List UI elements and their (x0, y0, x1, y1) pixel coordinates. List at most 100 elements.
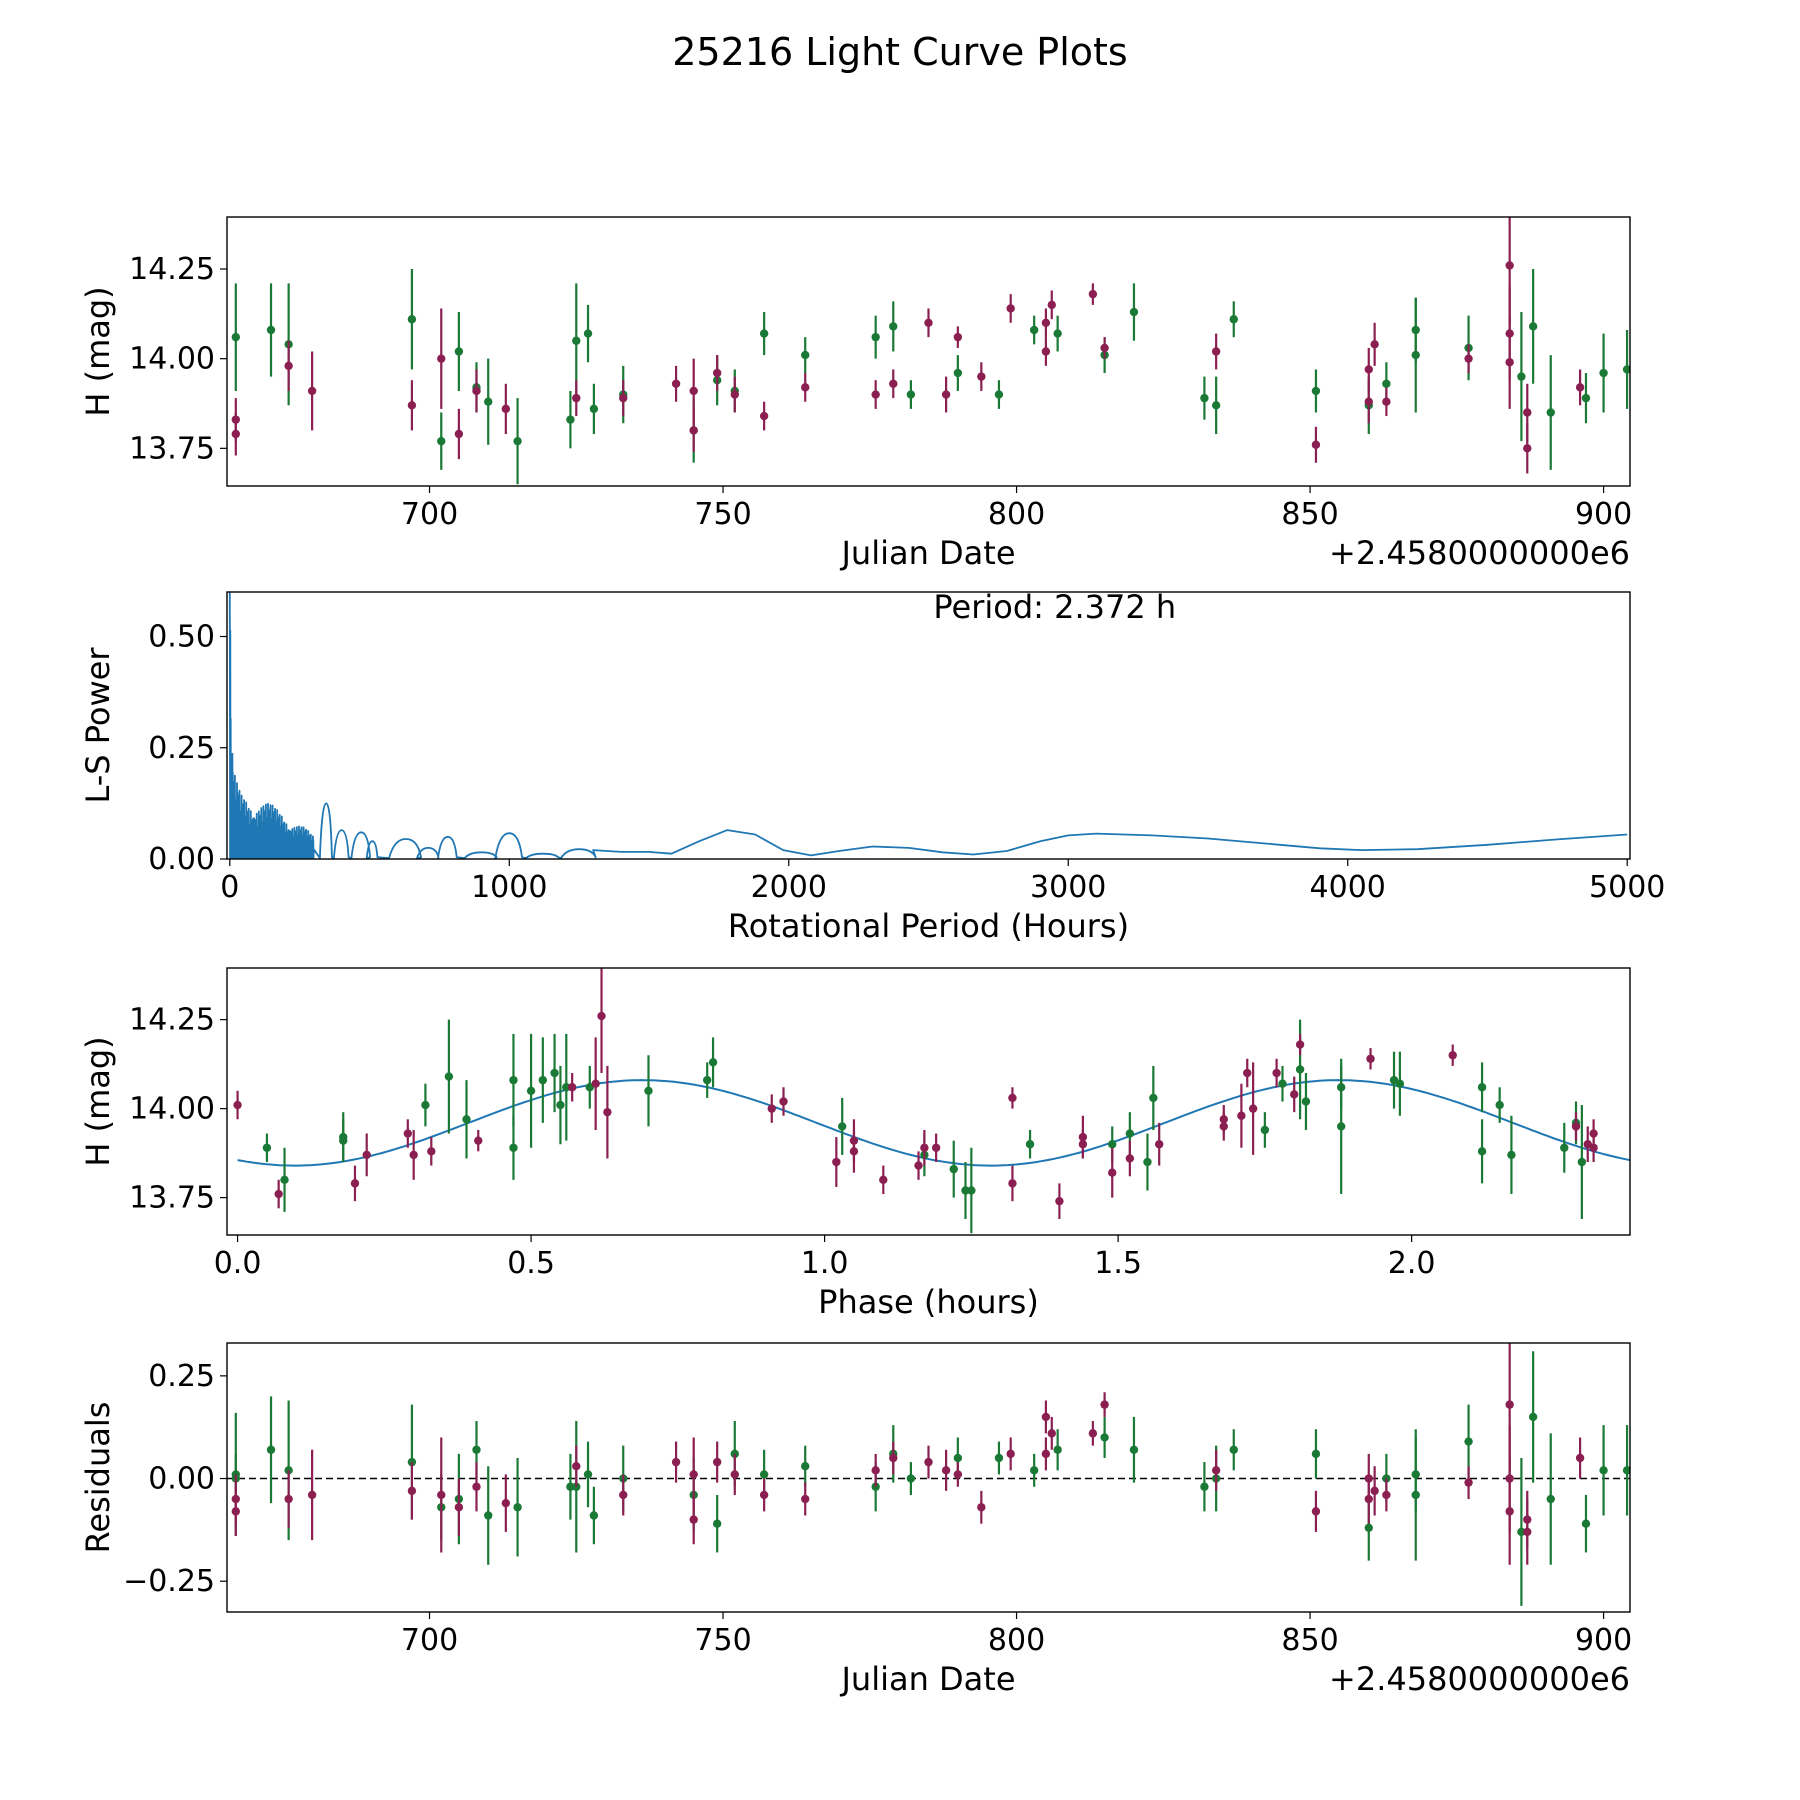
data-point (1517, 1527, 1526, 1537)
data-point (941, 1466, 951, 1475)
data-point (284, 1494, 293, 1504)
data-point (619, 393, 628, 403)
data-point (583, 329, 593, 338)
data-point (1041, 1449, 1051, 1459)
x-axis-label: Phase (hours) (818, 1283, 1039, 1321)
data-point (1006, 304, 1015, 313)
data-point (472, 1482, 481, 1491)
data-point (1517, 372, 1526, 381)
data-point (1078, 1132, 1088, 1142)
data-point (589, 1511, 599, 1520)
y-tick-label: 13.75 (129, 1181, 215, 1216)
data-point (501, 404, 511, 414)
axes-frame (226, 216, 1631, 487)
data-point (1589, 1143, 1598, 1152)
data-point (1505, 358, 1514, 367)
x-tick-label: 3000 (1030, 870, 1106, 905)
data-point (1108, 1140, 1117, 1149)
data-point (231, 1507, 241, 1516)
data-point (421, 1100, 430, 1110)
data-point (953, 332, 963, 342)
x-tick-label: 4000 (1310, 870, 1386, 905)
data-point (689, 386, 698, 396)
data-point (567, 1083, 577, 1092)
data-point (427, 1147, 436, 1156)
data-point (712, 1519, 722, 1528)
data-point (307, 386, 317, 396)
data-point (1047, 300, 1056, 310)
data-point (1100, 343, 1109, 353)
data-point (889, 379, 898, 388)
data-point (1411, 350, 1420, 360)
data-point (1411, 1490, 1420, 1500)
data-point (1364, 365, 1373, 374)
x-tick-label: 850 (1281, 497, 1338, 532)
y-tick-label: 0.00 (148, 1462, 215, 1497)
data-point (1366, 1054, 1375, 1063)
data-point (1053, 329, 1062, 338)
data-point (1006, 1449, 1015, 1459)
data-point (1278, 1079, 1287, 1088)
data-point (1546, 408, 1555, 417)
y-axis-label: Residuals (79, 1402, 117, 1554)
data-point (953, 1453, 963, 1463)
x-tick-label: 0 (220, 870, 239, 905)
data-point (603, 1107, 612, 1117)
axes-frame (226, 591, 1631, 860)
data-point (767, 1104, 776, 1113)
data-point (509, 1143, 518, 1152)
y-tick-label: 13.75 (129, 431, 215, 466)
data-point (597, 1011, 606, 1021)
data-point (906, 1474, 916, 1483)
y-tick-label: 0.25 (148, 1359, 215, 1394)
data-point (484, 1511, 493, 1520)
data-point (591, 1079, 600, 1088)
x-tick-label: 2000 (751, 870, 827, 905)
y-axis-label: H (mag) (79, 1036, 117, 1166)
data-point (409, 1150, 418, 1160)
data-point (1464, 1478, 1473, 1487)
plot-area (231, 217, 1630, 485)
data-point (1248, 1104, 1258, 1113)
data-point (759, 1490, 769, 1500)
x-tick-label: 2.0 (1388, 1246, 1436, 1281)
data-point (1495, 1100, 1504, 1110)
data-point (1200, 393, 1209, 403)
data-point (474, 1136, 483, 1145)
y-axis-label: L-S Power (79, 647, 117, 804)
data-point (801, 1494, 810, 1504)
data-point (1382, 1490, 1391, 1500)
data-point (513, 436, 522, 446)
data-point (1505, 1400, 1514, 1409)
data-point (1053, 1445, 1062, 1454)
data-point (1025, 1140, 1035, 1149)
data-point (472, 386, 481, 396)
data-point (689, 1470, 698, 1479)
data-point (1622, 365, 1630, 374)
data-point (1260, 1125, 1270, 1135)
data-point (1382, 397, 1391, 406)
data-point (801, 383, 810, 392)
data-point (1129, 1445, 1139, 1454)
data-point (871, 390, 880, 399)
data-point (284, 361, 293, 371)
data-point (1395, 1079, 1405, 1088)
figure-title: 25216 Light Curve Plots (672, 30, 1127, 74)
data-point (444, 1072, 454, 1081)
data-point (1364, 1494, 1373, 1504)
data-point (1243, 1068, 1252, 1078)
data-point (572, 393, 581, 403)
data-point (1047, 1429, 1056, 1438)
data-point (1581, 1519, 1591, 1528)
data-point (689, 1515, 698, 1524)
data-point (1041, 347, 1051, 356)
data-point (556, 1100, 565, 1110)
data-point (1008, 1093, 1017, 1103)
data-point (759, 329, 769, 338)
data-point (1505, 1507, 1514, 1516)
x-tick-label: 1.0 (801, 1246, 849, 1281)
y-tick-label: 14.00 (129, 342, 215, 377)
y-axis-label: H (mag) (79, 286, 117, 416)
data-point (953, 1470, 963, 1479)
data-point (941, 390, 951, 399)
